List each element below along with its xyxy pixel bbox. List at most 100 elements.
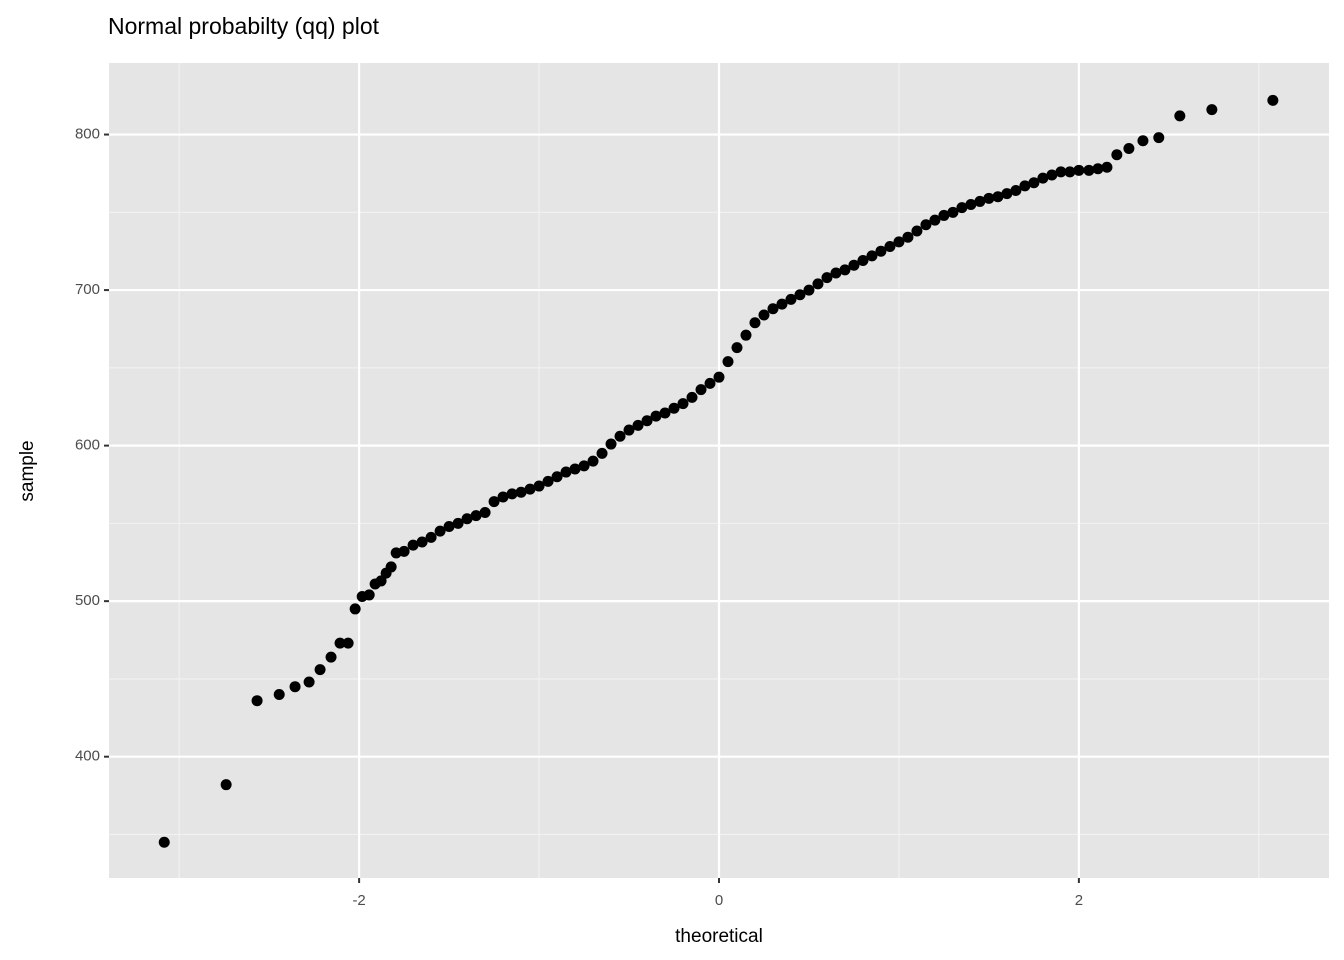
point: [1073, 164, 1085, 176]
point: [605, 438, 617, 450]
point: [776, 298, 788, 310]
point: [560, 466, 572, 478]
point: [398, 545, 410, 557]
point: [695, 384, 707, 396]
point: [334, 637, 346, 649]
point: [407, 539, 419, 551]
point: [551, 471, 563, 483]
point: [1111, 149, 1123, 161]
point: [875, 245, 887, 257]
point: [1083, 164, 1095, 176]
point: [983, 192, 995, 204]
point: [1101, 161, 1113, 173]
point: [425, 531, 437, 543]
point: [812, 278, 824, 290]
y-tick-label: 800: [75, 126, 100, 143]
point: [839, 264, 851, 276]
point: [902, 231, 914, 243]
point: [273, 688, 285, 700]
point: [1046, 169, 1058, 181]
point: [731, 342, 743, 354]
point: [363, 589, 375, 601]
point: [749, 317, 761, 329]
point: [515, 486, 527, 498]
point: [857, 255, 869, 267]
point: [650, 410, 662, 422]
point: [1206, 104, 1218, 116]
point: [1153, 132, 1165, 144]
point: [1001, 188, 1013, 200]
point: [569, 463, 581, 475]
point: [668, 402, 680, 414]
point: [533, 480, 545, 492]
point: [506, 488, 518, 500]
y-tick-label: 400: [75, 748, 100, 765]
point: [596, 447, 608, 459]
point: [641, 415, 653, 427]
point: [587, 455, 599, 467]
x-tick-label: -2: [352, 892, 365, 909]
point: [303, 676, 315, 688]
x-axis-label: theoretical: [675, 926, 763, 947]
point: [1037, 172, 1049, 184]
point: [677, 398, 689, 410]
point: [314, 664, 326, 676]
point: [947, 206, 959, 218]
y-tick-label: 500: [75, 592, 100, 609]
chart-title: Normal probabilty (qq) plot: [108, 13, 380, 39]
y-tick-label: 700: [75, 281, 100, 298]
y-tick-label: 600: [75, 437, 100, 454]
point: [251, 695, 263, 707]
point: [614, 430, 626, 442]
point: [470, 510, 482, 522]
point: [965, 199, 977, 211]
point: [659, 407, 671, 419]
point: [992, 191, 1004, 203]
point: [821, 272, 833, 284]
point: [542, 475, 554, 487]
point: [434, 525, 446, 537]
point: [767, 303, 779, 315]
point: [911, 225, 923, 237]
point: [220, 779, 232, 791]
point: [1028, 177, 1040, 189]
point: [289, 681, 301, 693]
point: [686, 391, 698, 403]
x-tick-label: 2: [1075, 892, 1083, 909]
point: [848, 259, 860, 271]
point: [416, 536, 428, 548]
point: [929, 214, 941, 226]
point: [1019, 180, 1031, 192]
point: [488, 496, 500, 508]
point: [1123, 143, 1135, 155]
point: [803, 284, 815, 296]
point: [785, 293, 797, 305]
point: [893, 236, 905, 248]
point: [578, 460, 590, 472]
point: [452, 517, 464, 529]
point: [722, 356, 734, 368]
point: [830, 267, 842, 279]
point: [443, 520, 455, 532]
point: [704, 377, 716, 389]
point: [974, 195, 986, 207]
point: [1092, 163, 1104, 175]
point: [1055, 166, 1067, 178]
point: [1174, 110, 1186, 122]
point: [375, 575, 387, 587]
point: [1267, 94, 1279, 106]
point: [740, 329, 752, 341]
point: [956, 202, 968, 214]
point: [349, 603, 361, 615]
point: [920, 219, 932, 231]
point: [1064, 166, 1076, 178]
point: [325, 651, 337, 663]
point: [794, 289, 806, 301]
point: [479, 506, 491, 518]
point: [884, 241, 896, 253]
x-tick-label: 0: [715, 892, 723, 909]
point: [497, 491, 509, 503]
point: [342, 637, 354, 649]
point: [1137, 135, 1149, 147]
